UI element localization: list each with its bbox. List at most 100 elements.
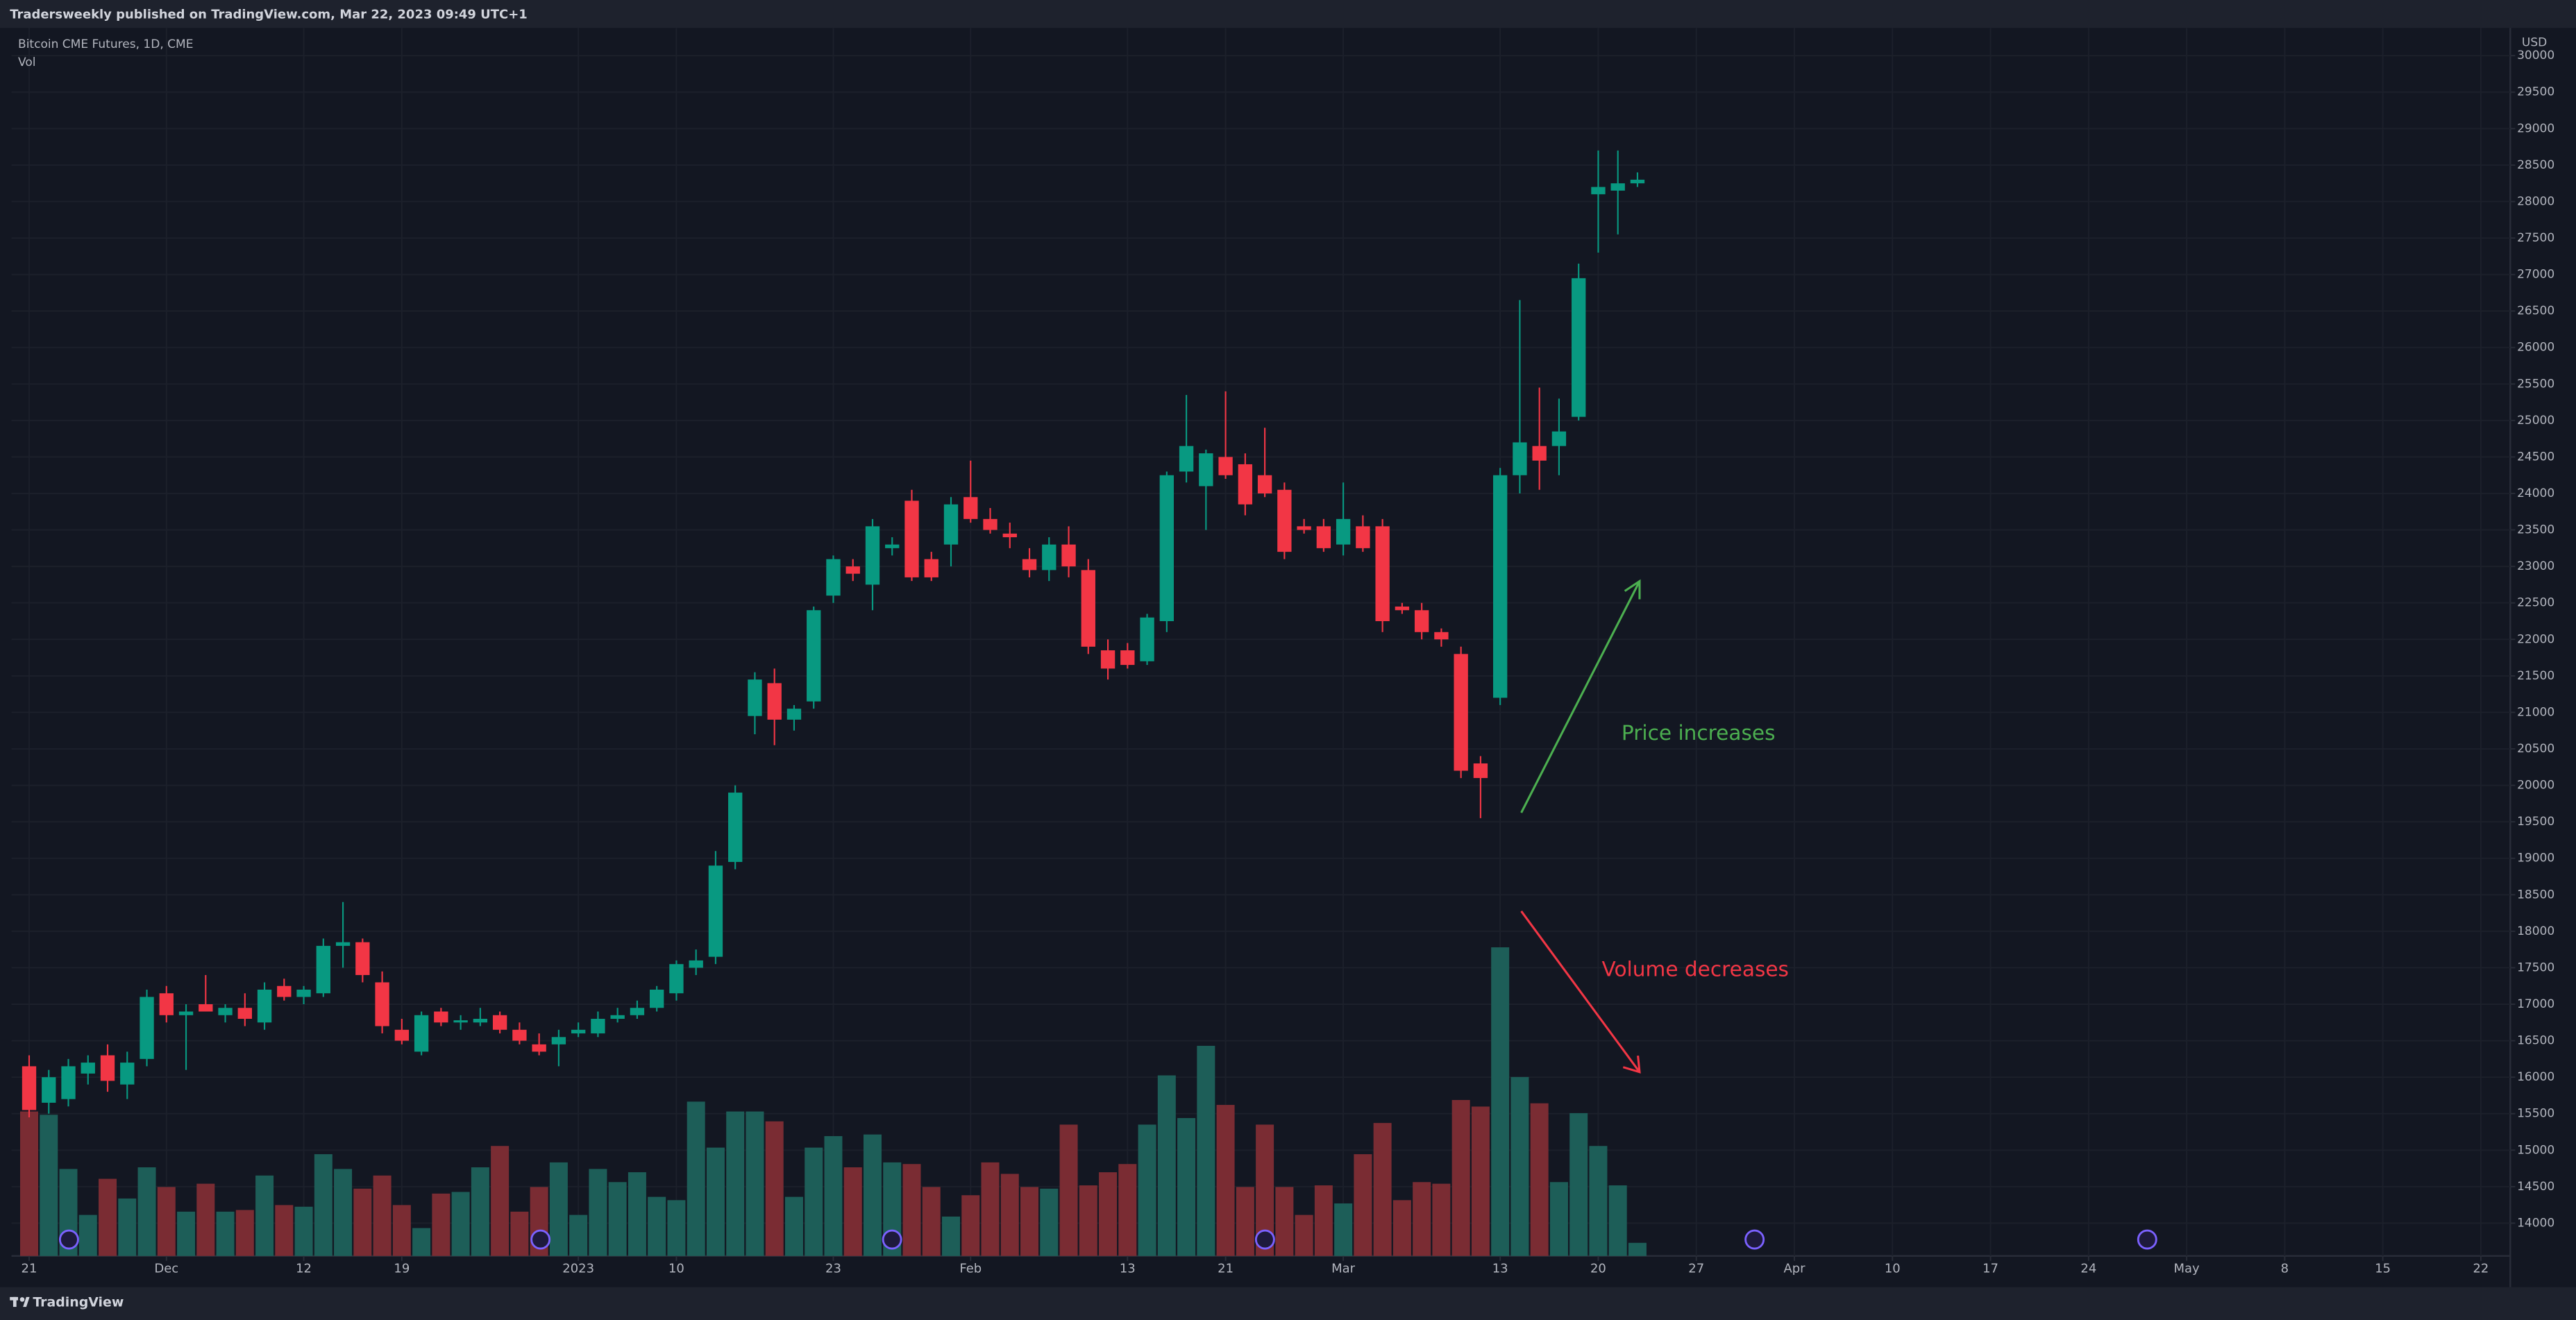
- volume-bar: [863, 1134, 882, 1256]
- volume-bar: [549, 1162, 568, 1256]
- candle-body: [1120, 650, 1135, 666]
- volume-bar: [1059, 1124, 1078, 1256]
- volume-bar: [1020, 1187, 1039, 1256]
- candle-body: [257, 989, 272, 1023]
- volume-bar: [1392, 1200, 1411, 1256]
- volume-bar: [392, 1205, 411, 1256]
- y-tick-label: 26500: [2517, 304, 2554, 318]
- candle-body: [845, 566, 860, 574]
- candle-body: [591, 1019, 605, 1034]
- candle-body: [42, 1077, 56, 1103]
- volume-bar: [1197, 1045, 1215, 1256]
- candle-body: [669, 964, 684, 994]
- candle-body: [100, 1055, 115, 1081]
- volume-bar: [706, 1147, 725, 1256]
- volume-bar: [628, 1172, 646, 1256]
- candle-body: [748, 679, 762, 716]
- y-tick-label: 15000: [2517, 1143, 2554, 1157]
- y-tick-label: 19000: [2517, 852, 2554, 865]
- volume-bar: [1236, 1187, 1254, 1256]
- volume-bar: [412, 1228, 431, 1256]
- y-tick-label: 28000: [2517, 194, 2554, 208]
- footer-bar: [0, 1287, 2576, 1320]
- x-tick-label: 21: [1218, 1262, 1234, 1276]
- candle-body: [237, 1008, 252, 1019]
- candle-body: [375, 982, 389, 1026]
- y-tick-label: 28500: [2517, 158, 2554, 172]
- volume-bar: [40, 1115, 58, 1256]
- candle-body: [885, 544, 900, 548]
- y-tick-label: 24000: [2517, 486, 2554, 500]
- candle-body: [218, 1008, 233, 1015]
- candle-body: [728, 793, 743, 862]
- candle-body: [1395, 606, 1410, 611]
- candle-body: [1572, 278, 1586, 417]
- volume-bar: [255, 1175, 274, 1256]
- volume-bar: [843, 1167, 862, 1256]
- volume-bar: [1040, 1188, 1059, 1256]
- volume-bar: [1530, 1103, 1549, 1256]
- candle-body: [414, 1015, 429, 1052]
- x-tick-label: Feb: [959, 1262, 982, 1276]
- footer-logo: [10, 1296, 30, 1308]
- candle-body: [1336, 518, 1351, 545]
- volume-bar: [687, 1101, 705, 1256]
- x-tick-label: Dec: [154, 1262, 178, 1276]
- candle-body: [355, 942, 370, 975]
- x-tick-label: 15: [2375, 1262, 2391, 1276]
- candle-body: [1473, 763, 1488, 779]
- volume-bar: [942, 1216, 961, 1256]
- volume-bar: [569, 1215, 588, 1256]
- candle-body: [1218, 457, 1233, 475]
- volume-bar: [177, 1211, 196, 1256]
- candle-body: [826, 559, 841, 596]
- x-tick-label: 20: [1590, 1262, 1606, 1276]
- candle-body: [650, 989, 664, 1008]
- candle-body: [277, 985, 292, 997]
- volume-label: Vol: [18, 56, 35, 69]
- volume-bar: [451, 1192, 470, 1256]
- candle-body: [1042, 544, 1057, 570]
- y-tick-label: 15500: [2517, 1107, 2554, 1121]
- volume-bar: [1413, 1182, 1431, 1256]
- volume-bar: [922, 1187, 941, 1256]
- candle-body: [1199, 453, 1213, 486]
- y-tick-label: 21500: [2517, 669, 2554, 683]
- annotation: Price increases: [1622, 721, 1776, 745]
- volume-bar: [1138, 1124, 1156, 1256]
- y-tick-label: 16500: [2517, 1034, 2554, 1048]
- candle-body: [1434, 632, 1449, 640]
- volume-bar: [1628, 1242, 1647, 1256]
- volume-bar: [608, 1182, 627, 1256]
- candle-body: [532, 1044, 546, 1052]
- volume-bar: [373, 1175, 392, 1256]
- candles: [22, 150, 1645, 1117]
- candle-body: [963, 497, 978, 519]
- volume-bar: [1079, 1185, 1097, 1256]
- volume-bar: [275, 1205, 294, 1256]
- candle-body: [473, 1019, 488, 1023]
- x-tick-label: 8: [2281, 1262, 2289, 1276]
- candle-body: [630, 1008, 645, 1015]
- y-tick-label: 20000: [2517, 779, 2554, 793]
- candle-body: [767, 683, 782, 720]
- y-tick-label: 27000: [2517, 268, 2554, 282]
- volume-bar: [1295, 1215, 1313, 1256]
- volume-bar: [1334, 1203, 1353, 1256]
- y-tick-label: 17000: [2517, 997, 2554, 1011]
- volume-bar: [765, 1121, 784, 1256]
- candle-body: [865, 526, 880, 585]
- candle-body: [492, 1015, 507, 1030]
- candle-body: [22, 1066, 37, 1110]
- candle-body: [551, 1037, 566, 1044]
- volume-bar: [1118, 1164, 1137, 1256]
- volume-bar: [99, 1178, 117, 1256]
- volume-bar: [118, 1198, 137, 1256]
- price-arrow: [1520, 579, 1641, 813]
- x-tick-label: 13: [1120, 1262, 1136, 1276]
- volume-bar: [784, 1196, 803, 1256]
- candle-body: [1002, 533, 1017, 538]
- y-tick-label: 14000: [2517, 1216, 2554, 1230]
- y-tick-label: 25500: [2517, 377, 2554, 391]
- candle-body: [1591, 187, 1606, 194]
